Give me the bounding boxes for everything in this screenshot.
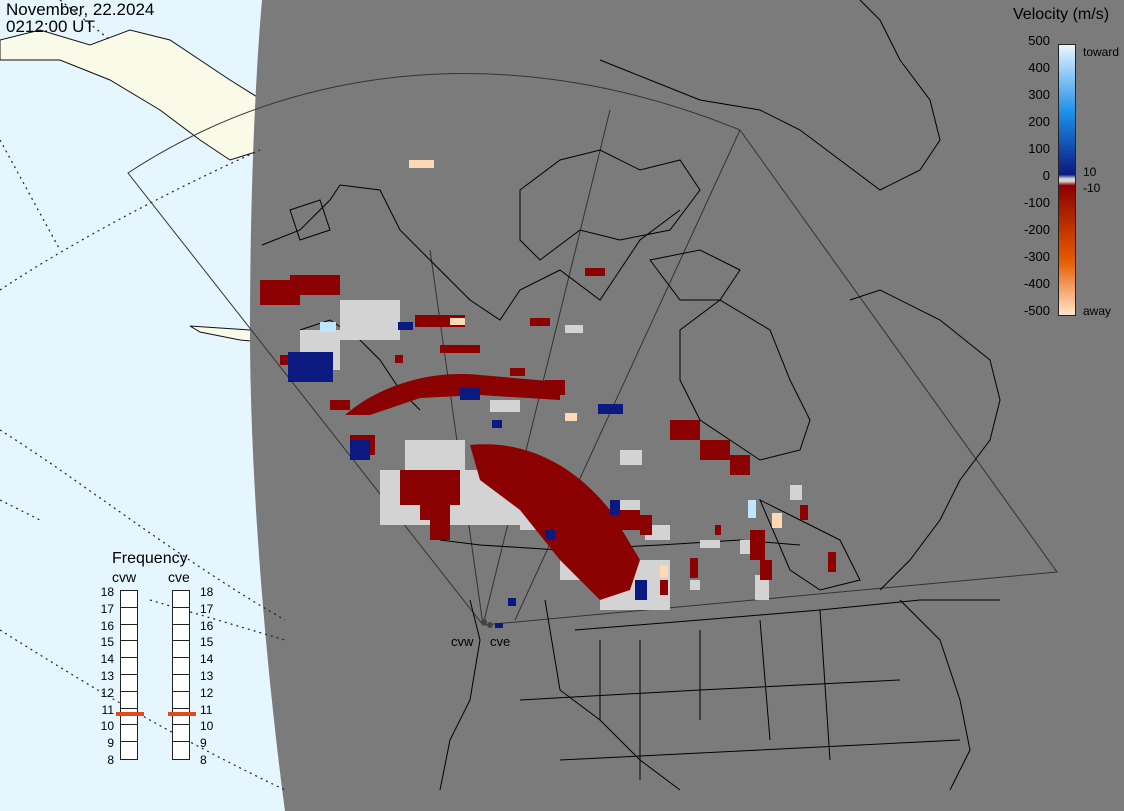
- frequency-scale-label-left: 10: [100, 719, 114, 734]
- frequency-scale-label-right: 9: [200, 736, 207, 751]
- colorbar-tick-label: -400: [1023, 276, 1050, 291]
- frequency-scale-label-left: 15: [100, 635, 114, 650]
- frequency-marker-cvw: [116, 712, 144, 716]
- frequency-cell: [121, 742, 137, 759]
- frequency-cell: [121, 608, 137, 625]
- colorbar-tick-label: 300: [1028, 87, 1050, 102]
- frequency-scale-label-left: 12: [100, 685, 114, 700]
- colorbar-minus10-label: -10: [1083, 181, 1101, 195]
- colorbar-tick-label: 500: [1028, 33, 1050, 48]
- frequency-scale-label-right: 16: [200, 618, 214, 633]
- frequency-cell: [173, 641, 189, 659]
- site-label-cvw: cvw: [451, 634, 474, 649]
- frequency-cell: [121, 658, 137, 675]
- frequency-label-cve: cve: [168, 569, 190, 585]
- frequency-scale-label-left: 8: [107, 753, 114, 767]
- frequency-scale-label-left: 9: [107, 736, 114, 751]
- frequency-scale-label-right: 11: [200, 702, 213, 717]
- night-shadow-region: [250, 0, 1124, 811]
- frequency-cell: [121, 625, 137, 642]
- frequency-scale-label-right: 8: [200, 753, 207, 767]
- fast-toward-velocity-cells: [320, 322, 756, 518]
- frequency-scale-label-left: 18: [100, 585, 114, 599]
- frequency-marker-cve: [168, 712, 196, 716]
- frequency-cell: [121, 725, 137, 743]
- frequency-cell: [173, 591, 189, 608]
- frequency-cell: [173, 742, 189, 759]
- frequency-cell: [121, 675, 137, 692]
- frequency-cell: [173, 725, 189, 743]
- frequency-column-cvw: [120, 590, 138, 760]
- frequency-scale-label-right: 10: [200, 719, 214, 734]
- fast-away-velocity-cells: [409, 160, 782, 577]
- frequency-scale-label-right: 17: [200, 601, 214, 616]
- frequency-scale-label-left: 16: [100, 618, 114, 633]
- frequency-column-cve: [172, 590, 190, 760]
- frequency-title: Frequency: [112, 550, 188, 567]
- colorbar-tick-label: 0: [1042, 168, 1050, 183]
- frequency-scale-label-right: 14: [200, 652, 214, 667]
- frequency-scale-label-right: 13: [200, 669, 214, 683]
- colorbar-tick-label: -500: [1023, 303, 1050, 318]
- graticule: [0, 0, 286, 791]
- colorbar-away-label: away: [1083, 304, 1112, 318]
- time-label: 0212:00 UT: [6, 17, 95, 36]
- radar-site-markers: [481, 619, 493, 628]
- frequency-cell: [173, 675, 189, 692]
- frequency-scale-label-left: 13: [100, 669, 114, 683]
- colorbar-tick-label: 100: [1028, 141, 1050, 156]
- colorbar-tick-label: -200: [1023, 222, 1050, 237]
- colorbar-toward-label: toward: [1083, 45, 1120, 59]
- frequency-cell: [173, 625, 189, 642]
- frequency-scale-label-right: 12: [200, 685, 214, 700]
- velocity-colorbar-title: Velocity (m/s): [1013, 6, 1110, 23]
- colorbar-plus10-label: 10: [1083, 165, 1097, 179]
- frequency-cell: [173, 692, 189, 709]
- frequency-cell: [121, 709, 137, 726]
- colorbar-tick-label: -100: [1023, 195, 1050, 210]
- coastlines-and-borders: [261, 0, 1001, 791]
- toward-velocity-cells: [288, 322, 647, 628]
- frequency-scale-label-left: 11: [101, 702, 114, 717]
- frequency-cell: [173, 658, 189, 675]
- colorbar-tick-label: -300: [1023, 249, 1050, 264]
- frequency-cell: [121, 692, 137, 709]
- frequency-cell: [173, 709, 189, 726]
- frequency-scale-label-right: 18: [200, 585, 214, 599]
- frequency-cell: [173, 608, 189, 625]
- frequency-scale-label-right: 15: [200, 635, 214, 650]
- colorbar-tick-label: 200: [1028, 114, 1050, 129]
- frequency-cell: [121, 641, 137, 659]
- frequency-scale-label-left: 17: [100, 601, 114, 616]
- site-label-cve: cve: [490, 634, 511, 649]
- frequency-scale-label-left: 14: [100, 652, 114, 667]
- colorbar-tick-label: 400: [1028, 60, 1050, 75]
- velocity-colorbar: [1058, 44, 1076, 316]
- frequency-label-cvw: cvw: [112, 569, 137, 585]
- date-label: November, 22.2024: [6, 0, 155, 19]
- frequency-cell: [121, 591, 137, 608]
